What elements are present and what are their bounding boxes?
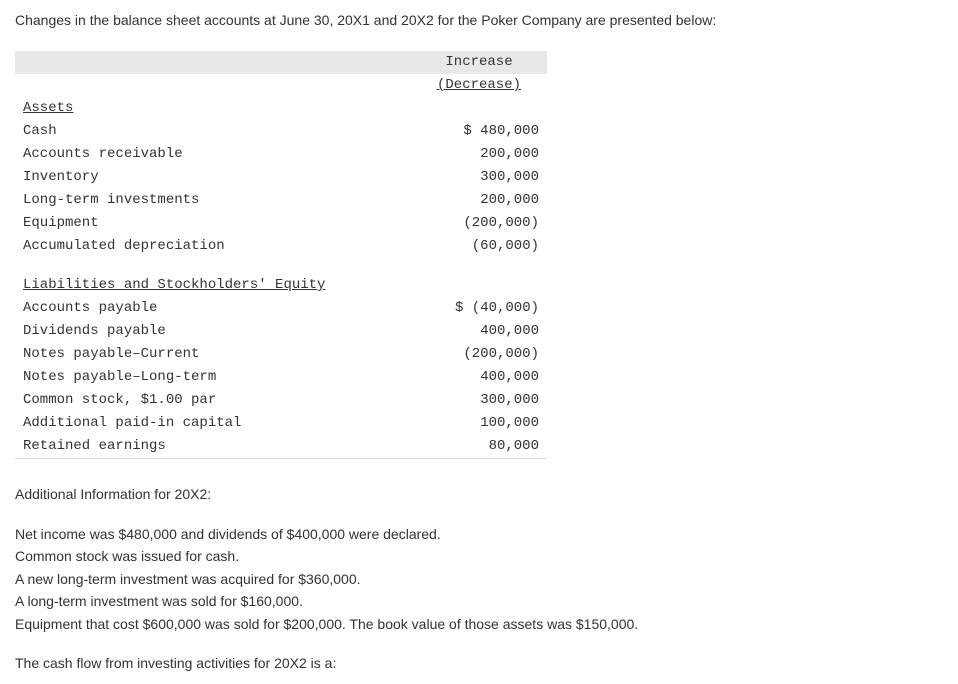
info-line: Equipment that cost $600,000 was sold fo… (15, 613, 943, 635)
re-value: 80,000 (411, 435, 547, 459)
table-row: Cash $ 480,000 (15, 120, 547, 143)
table-row: Additional paid-in capital 100,000 (15, 412, 547, 435)
apic-label: Additional paid-in capital (15, 412, 411, 435)
apic-value: 100,000 (411, 412, 547, 435)
equip-label: Equipment (15, 212, 411, 235)
table-row: Dividends payable 400,000 (15, 320, 547, 343)
nplt-label: Notes payable–Long-term (15, 366, 411, 389)
info-line: Common stock was issued for cash. (15, 545, 943, 567)
info-line: A long-term investment was sold for $160… (15, 590, 943, 612)
ap-label: Accounts payable (15, 297, 411, 320)
accdep-label: Accumulated depreciation (15, 235, 411, 258)
equip-value: (200,000) (411, 212, 547, 235)
header-blank (15, 51, 411, 74)
inv-value: 300,000 (411, 166, 547, 189)
div-value: 400,000 (411, 320, 547, 343)
cs-label: Common stock, $1.00 par (15, 389, 411, 412)
question-prompt: The cash flow from investing activities … (15, 653, 943, 674)
header-blank2 (15, 74, 411, 97)
cash-label: Cash (15, 120, 411, 143)
liab-header-row: Liabilities and Stockholders' Equity (15, 274, 547, 297)
assets-title: Assets (15, 97, 411, 120)
header-row-1: Increase (15, 51, 547, 74)
info-line: A new long-term investment was acquired … (15, 568, 943, 590)
liab-title: Liabilities and Stockholders' Equity (15, 274, 411, 297)
npc-label: Notes payable–Current (15, 343, 411, 366)
table-row: Accounts payable $ (40,000) (15, 297, 547, 320)
header-row-2: (Decrease) (15, 74, 547, 97)
nplt-value: 400,000 (411, 366, 547, 389)
ar-value: 200,000 (411, 143, 547, 166)
table-row: Common stock, $1.00 par 300,000 (15, 389, 547, 412)
table-row: Notes payable–Current (200,000) (15, 343, 547, 366)
problem-intro: Changes in the balance sheet accounts at… (15, 10, 943, 31)
table-row: Retained earnings 80,000 (15, 435, 547, 459)
table-row: Notes payable–Long-term 400,000 (15, 366, 547, 389)
div-label: Dividends payable (15, 320, 411, 343)
header-increase: Increase (411, 51, 547, 74)
balance-sheet-table: Increase (Decrease) Assets Cash $ 480,00… (15, 51, 547, 459)
spacer (15, 258, 547, 274)
assets-header-row: Assets (15, 97, 547, 120)
npc-value: (200,000) (411, 343, 547, 366)
additional-info-title: Additional Information for 20X2: (15, 484, 943, 505)
accdep-value: (60,000) (411, 235, 547, 258)
info-line: Net income was $480,000 and dividends of… (15, 523, 943, 545)
ar-label: Accounts receivable (15, 143, 411, 166)
table-row: Equipment (200,000) (15, 212, 547, 235)
table-row: Long-term investments 200,000 (15, 189, 547, 212)
header-decrease: (Decrease) (411, 74, 547, 97)
lti-value: 200,000 (411, 189, 547, 212)
additional-info-block: Net income was $480,000 and dividends of… (15, 523, 943, 635)
cash-value: $ 480,000 (411, 120, 547, 143)
re-label: Retained earnings (15, 435, 411, 459)
table-row: Accounts receivable 200,000 (15, 143, 547, 166)
ap-value: $ (40,000) (411, 297, 547, 320)
cs-value: 300,000 (411, 389, 547, 412)
table-row: Accumulated depreciation (60,000) (15, 235, 547, 258)
lti-label: Long-term investments (15, 189, 411, 212)
inv-label: Inventory (15, 166, 411, 189)
table-row: Inventory 300,000 (15, 166, 547, 189)
